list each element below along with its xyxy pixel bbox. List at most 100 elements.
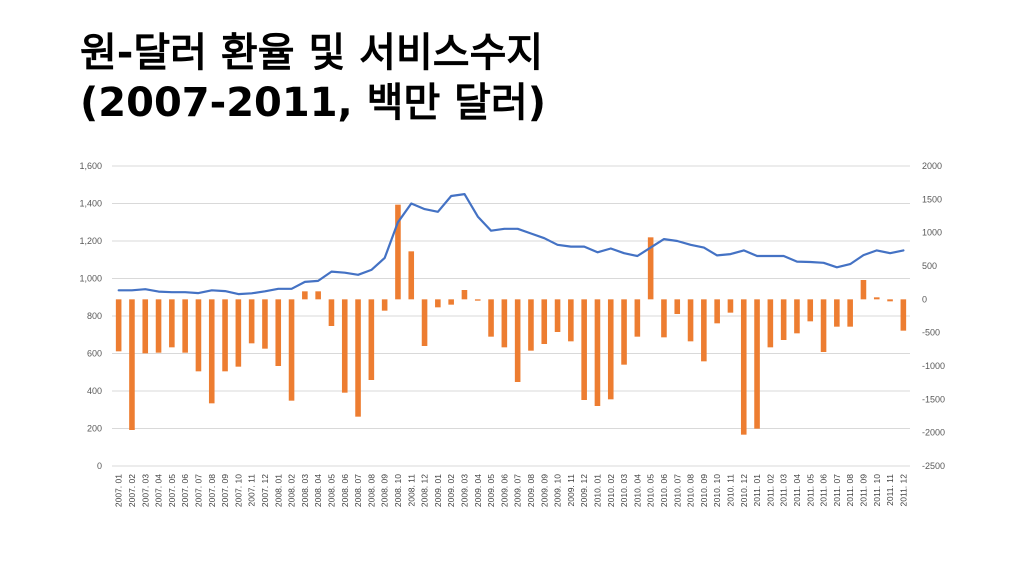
service-balance-bar <box>727 299 734 313</box>
service-balance-bar <box>262 299 268 349</box>
x-axis-tick-label: 2007. 10 <box>233 474 243 507</box>
left-axis-tick-label: 0 <box>97 461 102 471</box>
service-balance-bar <box>302 291 308 300</box>
x-axis-tick-label: 2010. 10 <box>712 474 722 507</box>
x-axis-tick-label: 2009. 01 <box>433 474 443 507</box>
service-balance-bar <box>129 299 135 430</box>
service-balance-bar <box>155 299 162 353</box>
page-title: 원-달러 환율 및 서비스수지 (2007-2011, 백만 달러) <box>80 28 546 128</box>
x-axis-tick-label: 2008. 09 <box>380 474 390 507</box>
service-balance-bar <box>594 299 601 406</box>
service-balance-bar <box>368 299 375 380</box>
service-balance-bar <box>568 299 574 342</box>
service-balance-bar <box>554 299 561 332</box>
x-axis-tick-label: 2007. 06 <box>180 474 190 507</box>
x-axis-tick-label: 2009. 11 <box>566 474 576 507</box>
right-axis-tick-label: 1000 <box>922 228 942 238</box>
service-balance-bar <box>328 299 335 326</box>
service-balance-bar <box>740 299 747 435</box>
service-balance-bar <box>661 299 667 338</box>
service-balance-bar <box>395 204 401 300</box>
x-axis-tick-label: 2008. 12 <box>420 474 430 507</box>
service-balance-bar <box>288 299 295 401</box>
service-balance-bar <box>607 299 614 400</box>
x-axis-tick-label: 2008. 04 <box>313 474 323 507</box>
x-axis-tick-label: 2010. 08 <box>686 474 696 507</box>
x-axis-tick-label: 2010. 06 <box>659 474 669 507</box>
title-line-1: 원-달러 환율 및 서비스수지 <box>80 30 544 76</box>
x-axis-tick-label: 2008. 05 <box>326 474 336 507</box>
service-balance-bar <box>182 299 188 353</box>
x-axis-tick-label: 2007. 02 <box>127 474 137 507</box>
x-axis-tick-label: 2011. 09 <box>858 474 868 507</box>
service-balance-bar <box>634 299 641 337</box>
gridlines <box>112 165 910 467</box>
x-axis-tick-label: 2007. 01 <box>114 474 124 507</box>
service-balance-bar <box>275 299 282 366</box>
exchange-rate-line-group <box>117 193 905 296</box>
service-balance-bar <box>541 299 548 344</box>
service-balance-bar <box>488 299 494 337</box>
left-axis-tick-label: 200 <box>87 424 102 434</box>
x-axis-tick-label: 2007. 04 <box>154 474 164 507</box>
right-axis-tick-label: 500 <box>922 261 937 271</box>
x-axis-tick-label: 2008. 10 <box>393 474 403 507</box>
service-balance-bar <box>873 297 880 300</box>
service-balance-bar <box>381 299 388 311</box>
service-balance-bars <box>115 204 907 435</box>
service-balance-bar <box>448 299 454 305</box>
service-balance-bar <box>767 299 774 348</box>
x-axis-tick-label: 2010. 09 <box>699 474 709 507</box>
service-balance-bar <box>807 299 814 322</box>
left-axis-tick-label: 1,000 <box>79 274 102 284</box>
x-axis-tick-label: 2011. 03 <box>779 474 789 507</box>
x-axis-tick-label: 2009. 04 <box>473 474 483 507</box>
exchange-rate-line <box>117 193 905 296</box>
service-balance-bar <box>647 237 654 300</box>
service-balance-bar <box>701 299 707 362</box>
x-axis-tick-label: 2009. 02 <box>446 474 456 507</box>
x-axis-tick-label: 2010. 03 <box>619 474 629 507</box>
service-balance-bar <box>621 299 627 365</box>
right-axis-tick-label: -2000 <box>922 428 945 438</box>
x-axis-tick-label: 2008. 07 <box>353 474 363 507</box>
right-axis-tick-label: 1500 <box>922 194 942 204</box>
service-balance-bar <box>208 299 215 404</box>
x-axis-tick-label: 2010. 01 <box>592 474 602 507</box>
left-axis-tick-label: 1,600 <box>79 161 102 171</box>
x-axis-tick-label: 2009. 03 <box>459 474 469 507</box>
service-balance-bar <box>115 299 122 352</box>
x-axis-tick-label: 2007. 12 <box>260 474 270 507</box>
service-balance-bar <box>834 299 840 327</box>
x-axis-tick-label: 2008. 01 <box>273 474 283 507</box>
x-axis-tick-label: 2010. 04 <box>632 474 642 507</box>
right-axis-tick-label: -2500 <box>922 461 945 471</box>
service-balance-bar <box>754 299 760 429</box>
x-axis-tick-label: 2011. 11 <box>885 474 895 506</box>
x-axis-tick-label: 2009. 10 <box>553 474 563 507</box>
service-balance-bar <box>408 251 415 300</box>
service-balance-bar <box>514 299 521 382</box>
x-axis-tick-label: 2009. 08 <box>526 474 536 507</box>
x-axis-tick-label: 2010. 11 <box>725 474 735 507</box>
service-balance-bar <box>142 299 149 354</box>
x-axis-tick-label: 2008. 11 <box>406 474 416 507</box>
right-axis-tick-label: 0 <box>922 294 927 304</box>
x-axis-tick-label: 2011. 10 <box>872 474 882 507</box>
left-axis-tick-label: 1,200 <box>79 236 102 246</box>
service-balance-bar <box>780 299 787 340</box>
left-axis-tick-label: 600 <box>87 349 102 359</box>
x-axis-tick-label: 2011. 06 <box>819 474 829 507</box>
service-balance-bar <box>501 299 508 348</box>
x-axis-tick-label: 2011. 04 <box>792 474 802 507</box>
x-axis-tick-label: 2007. 03 <box>140 474 150 507</box>
x-axis-tick-label: 2009. 07 <box>513 474 523 507</box>
service-balance-bar <box>581 299 587 400</box>
x-axis-tick-label: 2011. 05 <box>805 474 815 507</box>
service-balance-bar <box>248 299 255 344</box>
service-balance-bar <box>900 299 907 331</box>
service-balance-bar <box>169 299 175 348</box>
service-balance-bar <box>794 299 800 334</box>
x-axis-tick-label: 2011. 08 <box>845 474 855 507</box>
